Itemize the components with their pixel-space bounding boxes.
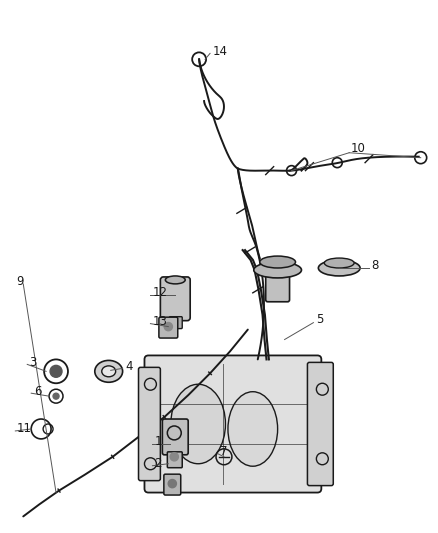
Text: 5: 5 [316, 313, 324, 326]
Ellipse shape [165, 276, 185, 284]
Text: 9: 9 [16, 276, 24, 288]
Text: 8: 8 [371, 259, 378, 271]
FancyBboxPatch shape [164, 474, 181, 495]
FancyBboxPatch shape [160, 277, 190, 321]
Ellipse shape [324, 258, 354, 268]
FancyBboxPatch shape [162, 419, 188, 455]
Ellipse shape [254, 262, 301, 278]
FancyBboxPatch shape [159, 317, 178, 338]
FancyBboxPatch shape [266, 268, 290, 302]
Ellipse shape [171, 384, 226, 464]
Text: 12: 12 [152, 286, 167, 300]
Text: 3: 3 [29, 356, 37, 369]
Ellipse shape [260, 256, 296, 268]
FancyBboxPatch shape [307, 362, 333, 486]
Ellipse shape [95, 360, 123, 382]
Ellipse shape [228, 392, 278, 466]
Circle shape [53, 393, 59, 399]
Text: 7: 7 [220, 445, 227, 458]
Ellipse shape [318, 260, 360, 276]
Circle shape [50, 365, 62, 377]
Circle shape [168, 480, 176, 488]
Text: 14: 14 [213, 45, 228, 58]
FancyBboxPatch shape [170, 317, 182, 329]
Text: 6: 6 [34, 385, 42, 398]
Text: 10: 10 [351, 142, 366, 155]
Text: 13: 13 [152, 315, 167, 328]
Text: 11: 11 [16, 423, 31, 435]
Circle shape [170, 453, 178, 461]
Text: 4: 4 [126, 360, 133, 373]
FancyBboxPatch shape [145, 356, 321, 492]
Text: 2: 2 [155, 457, 162, 470]
Circle shape [164, 322, 172, 330]
FancyBboxPatch shape [138, 367, 160, 481]
FancyBboxPatch shape [167, 452, 182, 468]
Ellipse shape [102, 366, 116, 377]
Text: 1: 1 [155, 435, 162, 448]
